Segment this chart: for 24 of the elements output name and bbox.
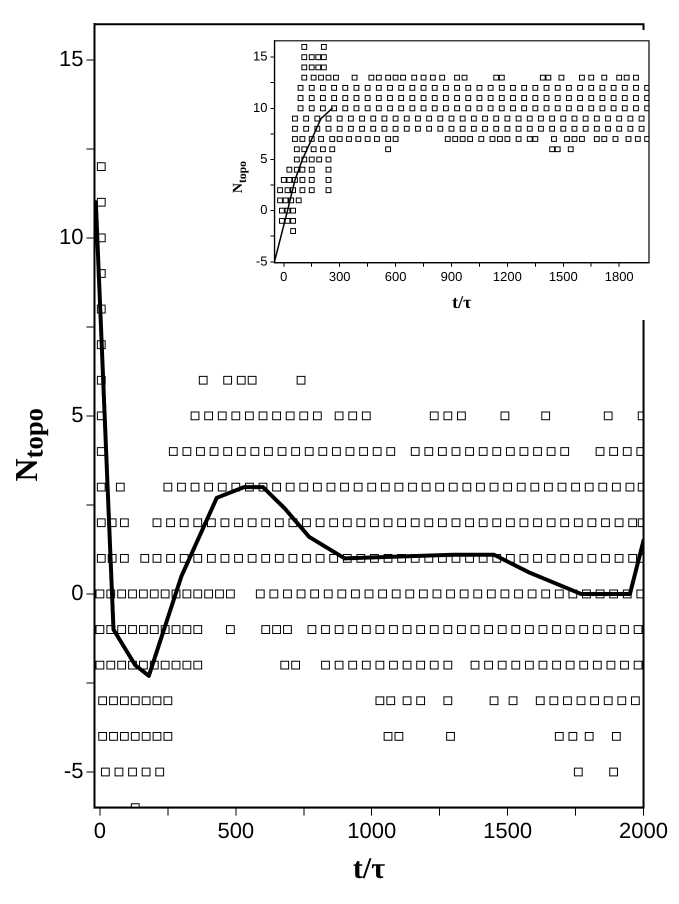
y-tick-label: 15 — [252, 48, 268, 64]
y-tick-label: -5 — [64, 758, 84, 784]
y-tick-label: 0 — [260, 202, 268, 218]
x-axis-title: t/τ — [352, 852, 386, 885]
x-tick-label: 2000 — [619, 818, 668, 843]
y-tick-label: 10 — [252, 100, 268, 115]
y-tick-label: 0 — [71, 580, 84, 606]
x-tick-label: 0 — [94, 818, 106, 843]
x-tick-label: 900 — [440, 269, 462, 284]
x-tick-label: 1500 — [483, 818, 532, 843]
x-tick-label: 300 — [328, 269, 351, 284]
x-tick-label: 600 — [384, 269, 406, 284]
x-tick-label: 1500 — [548, 269, 578, 284]
y-tick-label: 5 — [260, 151, 268, 166]
y-tick-label: -5 — [256, 253, 268, 268]
y-tick-label: 10 — [58, 224, 84, 249]
y-tick-label: 5 — [71, 402, 84, 427]
x-tick-label: 1800 — [604, 269, 634, 284]
x-axis-title: t/τ — [452, 292, 472, 312]
y-tick-label: 15 — [58, 46, 84, 71]
x-tick-label: 1000 — [347, 818, 396, 843]
x-tick-label: 1200 — [492, 269, 522, 284]
x-tick-label: 500 — [217, 818, 254, 843]
x-tick-label: 0 — [280, 269, 288, 284]
